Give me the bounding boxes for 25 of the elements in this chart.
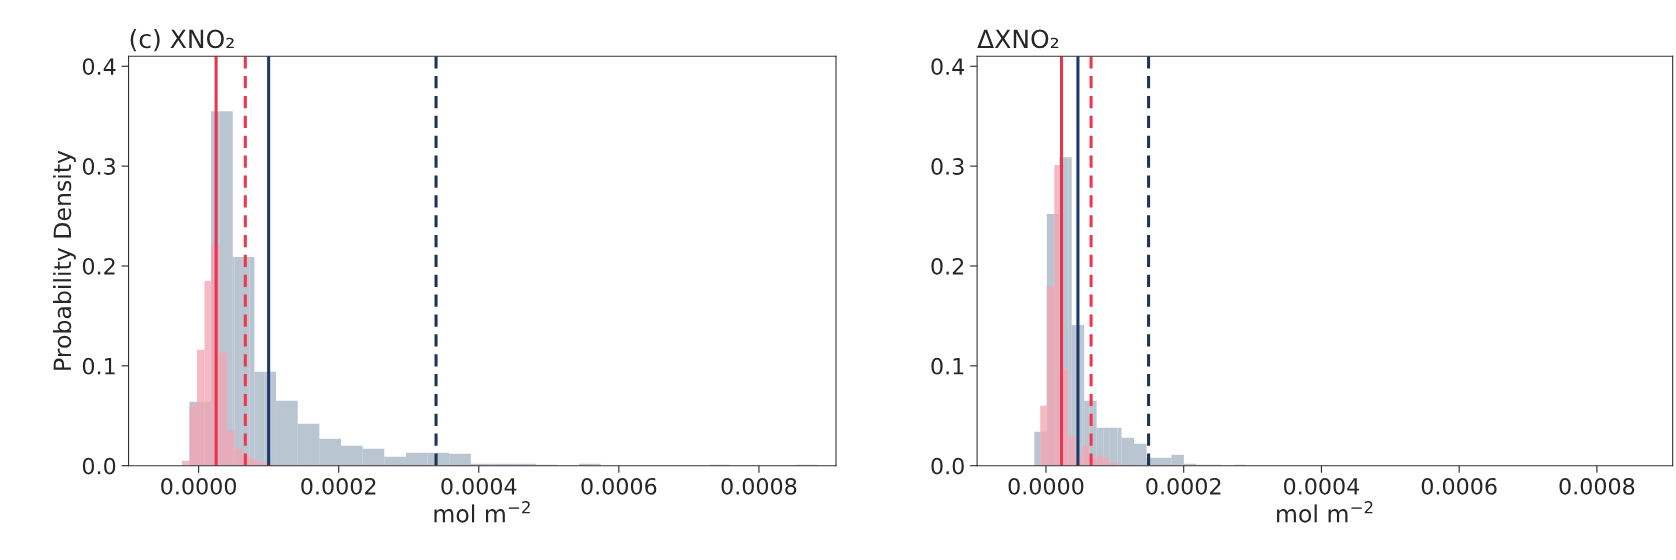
y-tick-label: 0.0 (931, 457, 964, 475)
y-axis-title: Probability Density (53, 150, 76, 370)
y-tick-label: 0.3 (931, 158, 964, 175)
x-tick-label: 0.0002 (301, 477, 376, 495)
x-tick-label: 0.0008 (1559, 477, 1635, 495)
x-tick-label: 0.0004 (1284, 477, 1360, 495)
x-tick-label: 0.0000 (1008, 477, 1084, 495)
x-tick-label: 0.0006 (581, 477, 657, 495)
y-tick-label: 0.1 (931, 357, 964, 375)
y-tick-label: 0.2 (931, 257, 964, 275)
y-tick-label: 0.4 (931, 58, 965, 76)
x-tick-label: 0.0000 (161, 477, 236, 495)
chart-title: ΔXNO₂ (977, 29, 1059, 49)
y-tick-label: 0.0 (82, 457, 116, 475)
x-axis-title: mol m$^{−2}$ (434, 501, 530, 523)
y-tick-label: 0.3 (82, 158, 115, 175)
y-tick-label: 0.4 (82, 58, 116, 76)
y-tick-label: 0.2 (82, 257, 115, 275)
y-tick-label: 0.1 (82, 357, 115, 375)
x-tick-label: 0.0008 (721, 477, 797, 495)
x-tick-label: 0.0004 (441, 477, 517, 495)
chart-title: (c) XNO₂ (130, 28, 234, 52)
x-tick-label: 0.0006 (1421, 477, 1497, 495)
x-tick-label: 0.0002 (1146, 477, 1221, 495)
x-axis-title: mol m$^{−2}$ (1277, 501, 1373, 523)
